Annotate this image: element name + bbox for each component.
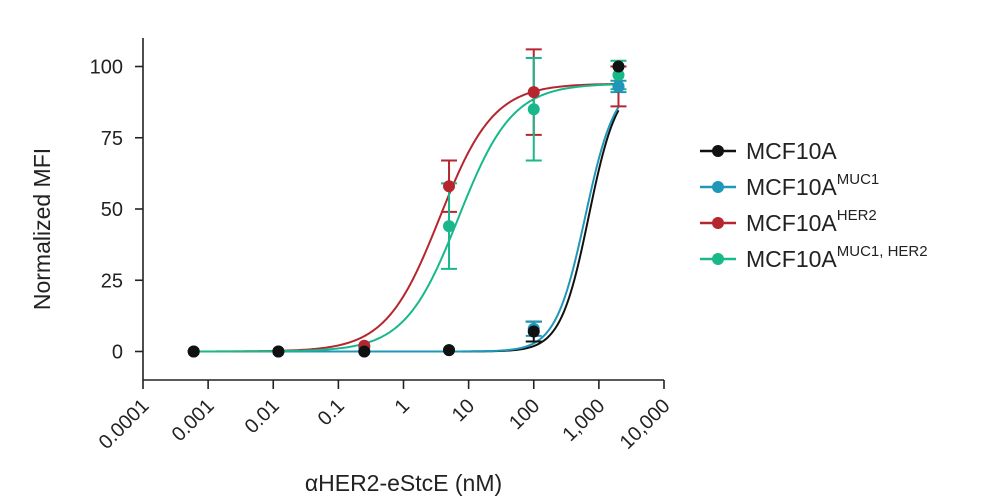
legend-marker <box>712 253 724 265</box>
legend-label-superscript: MUC1 <box>837 171 880 188</box>
legend-item: MCF10A <box>700 138 837 164</box>
data-point <box>443 180 456 193</box>
data-points <box>187 60 625 358</box>
legend-label: MCF10AHER2 <box>746 207 877 236</box>
data-point <box>527 86 540 99</box>
x-tick-label: 1 <box>391 395 414 418</box>
legend-label-main: MCF10A <box>746 210 837 236</box>
x-tick-label: 1,000 <box>558 395 609 446</box>
legend-marker <box>712 181 724 193</box>
x-tick-label: 10 <box>448 395 479 426</box>
data-point <box>187 345 200 358</box>
x-tick-label: 10,000 <box>616 395 675 454</box>
legend-label-superscript: MUC1, HER2 <box>837 243 928 260</box>
fit-curve <box>193 83 619 353</box>
legend-marker <box>712 217 724 229</box>
data-point <box>358 345 371 358</box>
x-tick-label: 0.001 <box>168 395 219 446</box>
data-point <box>443 344 456 357</box>
data-point <box>527 325 540 338</box>
legend-label: MCF10AMUC1, HER2 <box>746 243 928 272</box>
data-point <box>443 220 456 233</box>
y-tick-label: 50 <box>101 199 123 221</box>
y-tick-label: 100 <box>90 57 123 79</box>
legend-label-main: MCF10A <box>746 174 837 200</box>
x-tick-label: 100 <box>505 395 544 434</box>
axes <box>142 38 664 381</box>
legend-label-main: MCF10A <box>746 138 837 164</box>
data-point <box>612 60 625 73</box>
data-point <box>612 80 625 93</box>
fit-curve <box>193 106 620 353</box>
x-tick-label: 0.1 <box>314 395 349 430</box>
y-ticks: 0 25 50 75 100 <box>90 57 143 364</box>
y-axis-title: Normalized MFI <box>29 148 55 310</box>
legend-label-superscript: HER2 <box>837 207 877 224</box>
y-tick-label: 0 <box>112 342 123 364</box>
data-point <box>527 103 540 116</box>
fit-curve <box>193 82 619 353</box>
y-tick-label: 75 <box>101 128 123 150</box>
legend-label: MCF10A <box>746 138 837 164</box>
x-tick-label: 0.01 <box>241 395 284 438</box>
x-ticks: 0.0001 0.001 0.01 0.1 1 10 100 1,000 10,000 <box>95 380 675 454</box>
legend-item: MCF10AMUC1 <box>700 171 879 200</box>
fit-curves <box>193 82 620 353</box>
fit-curve <box>193 109 620 353</box>
x-axis-title: αHER2-eStcE (nM) <box>305 470 502 496</box>
legend-item: MCF10AHER2 <box>700 207 877 236</box>
x-tick-label: 0.0001 <box>95 395 154 454</box>
legend-label: MCF10AMUC1 <box>746 171 879 200</box>
data-point <box>272 345 285 358</box>
legend-label-main: MCF10A <box>746 246 837 272</box>
data-point <box>612 69 625 82</box>
legend-marker <box>712 145 724 157</box>
legend-item: MCF10AMUC1, HER2 <box>700 243 928 272</box>
y-tick-label: 25 <box>101 270 123 292</box>
